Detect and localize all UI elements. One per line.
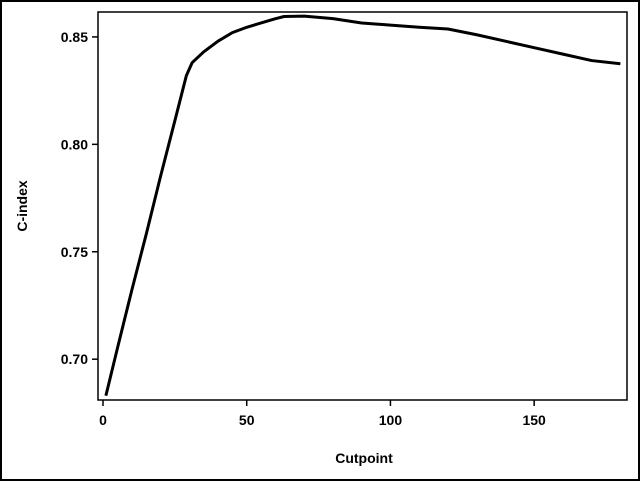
y-tick-label: 0.85 — [61, 29, 88, 45]
x-tick-label: 0 — [99, 412, 107, 428]
y-axis-label: C-index — [14, 180, 30, 232]
plot-frame — [97, 11, 628, 401]
x-axis-label: Cutpoint — [335, 450, 393, 466]
x-tick-label: 150 — [522, 412, 546, 428]
data-line — [104, 14, 621, 397]
x-tick-label: 100 — [379, 412, 403, 428]
y-tick-label: 0.70 — [61, 351, 88, 367]
y-tick-label: 0.75 — [61, 244, 88, 260]
x-tick-label: 50 — [239, 412, 255, 428]
y-tick-label: 0.80 — [61, 136, 88, 152]
